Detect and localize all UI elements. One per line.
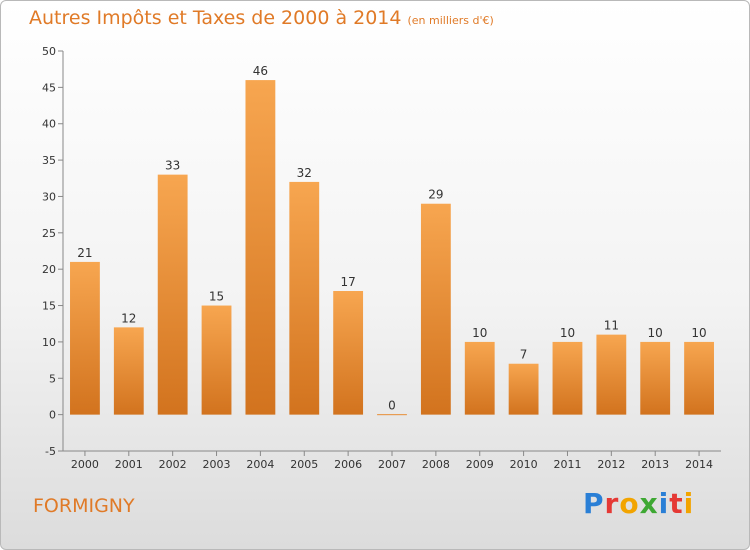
value-label-2011: 10	[560, 326, 575, 340]
bar-2012	[596, 334, 627, 415]
chart-title-text: Autres Impôts et Taxes de 2000 à 2014	[29, 7, 402, 29]
value-label-2000: 21	[77, 246, 92, 260]
x-tick-label-2001: 2001	[115, 458, 143, 471]
y-tick-label: 40	[42, 118, 56, 131]
value-label-2008: 29	[428, 188, 443, 202]
logo-letter: t	[669, 487, 684, 520]
y-tick-label: 50	[42, 45, 56, 58]
value-label-2004: 46	[253, 64, 268, 78]
bar-2008	[420, 203, 451, 415]
x-tick-label-2002: 2002	[159, 458, 187, 471]
x-tick-label-2013: 2013	[641, 458, 669, 471]
chart-axes: -5 0 5 10 15 20 25 30 35 40 45 50 2000 2001 2002 2003 20…	[42, 45, 721, 471]
bar-2004	[245, 80, 276, 415]
value-label-2002: 33	[165, 159, 180, 173]
value-label-2010: 7	[520, 348, 528, 362]
chart-title: Autres Impôts et Taxes de 2000 à 2014 (en…	[29, 7, 494, 29]
y-tick-label: 25	[42, 227, 56, 240]
y-tick-label: 15	[42, 300, 56, 313]
y-tick-label: 45	[42, 81, 56, 94]
logo-letter: r	[604, 487, 620, 520]
commune-name: FORMIGNY	[33, 495, 135, 517]
logo-letter: i	[683, 487, 695, 520]
x-tick-label-2014: 2014	[685, 458, 713, 471]
chart-bars	[70, 80, 714, 416]
y-tick-label: -5	[45, 445, 56, 458]
y-tick-label: 0	[49, 409, 56, 422]
value-label-2007: 0	[388, 399, 396, 413]
x-tick-label-2007: 2007	[378, 458, 406, 471]
y-tick-label: 10	[42, 336, 56, 349]
x-tick-label-2009: 2009	[466, 458, 494, 471]
chart-subtitle: (en milliers d'€)	[407, 14, 494, 27]
logo-letter: P	[583, 487, 605, 520]
bar-2003	[201, 305, 232, 415]
y-tick-label: 20	[42, 263, 56, 276]
x-tick-label-2004: 2004	[246, 458, 274, 471]
bar-2009	[464, 341, 495, 415]
y-tick-label: 30	[42, 190, 56, 203]
bar-2005	[289, 181, 320, 415]
bar-2002	[157, 174, 188, 415]
value-label-2001: 12	[121, 311, 136, 325]
bar-2007	[377, 414, 407, 416]
x-tick-label-2003: 2003	[203, 458, 231, 471]
bar-2011	[552, 341, 583, 415]
x-tick-label-2000: 2000	[71, 458, 99, 471]
value-label-2009: 10	[472, 326, 487, 340]
value-label-2005: 32	[297, 166, 312, 180]
x-tick-label-2006: 2006	[334, 458, 362, 471]
value-label-2006: 17	[340, 275, 355, 289]
bar-2006	[333, 291, 364, 415]
bar-2000	[70, 261, 100, 415]
value-label-2003: 15	[209, 290, 224, 304]
value-label-2014: 10	[691, 326, 706, 340]
x-tick-label-2005: 2005	[290, 458, 318, 471]
x-tick-label-2010: 2010	[510, 458, 538, 471]
bar-2001	[113, 327, 144, 415]
chart-labels: 21 12 33 15 46 32 17 0 29 10 7 10 11 10 10	[77, 64, 706, 413]
logo-letter: x	[639, 487, 659, 520]
x-tick-label-2008: 2008	[422, 458, 450, 471]
x-tick-label-2011: 2011	[553, 458, 581, 471]
x-tick-label-2012: 2012	[597, 458, 625, 471]
logo-letter: o	[619, 487, 640, 520]
value-label-2013: 10	[648, 326, 663, 340]
logo-letter: i	[658, 487, 670, 520]
proxiti-logo: Proxiti	[583, 487, 694, 520]
y-tick-label: 35	[42, 154, 56, 167]
bar-2013	[640, 341, 671, 415]
y-tick-label: 5	[49, 372, 56, 385]
bar-2014	[684, 341, 714, 415]
value-label-2012: 11	[604, 319, 619, 333]
bar-2010	[508, 363, 539, 415]
